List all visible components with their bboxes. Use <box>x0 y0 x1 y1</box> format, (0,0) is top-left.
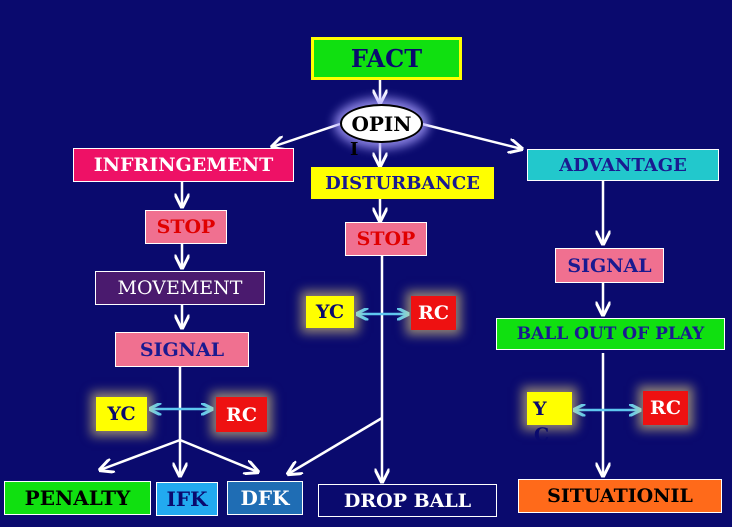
yc-right-label: Y <box>533 397 547 420</box>
signal-left-label: SIGNAL <box>139 338 225 361</box>
rc-right-box: RC <box>643 391 688 425</box>
rc-left-label: RC <box>226 403 257 426</box>
arrow-split-dfk <box>179 438 258 472</box>
stop-left-label: STOP <box>156 216 216 238</box>
situationil-box: SITUATIONIL <box>518 479 722 513</box>
rc-right-label: RC <box>650 397 681 419</box>
arrow-stop-dfk <box>288 416 383 474</box>
yc-right-overflow-text: C <box>534 424 550 446</box>
movement-label: MOVEMENT <box>117 277 243 299</box>
signal-left-box: SIGNAL <box>115 332 249 367</box>
rc-left-box: RC <box>216 397 267 432</box>
signal-right-box: SIGNAL <box>555 248 664 283</box>
opinion-overflow-text: I <box>350 139 359 160</box>
situationil-label: SITUATIONIL <box>547 485 693 507</box>
infringement-box: INFRINGEMENT <box>73 148 294 182</box>
advantage-box: ADVANTAGE <box>527 149 719 181</box>
dfk-label: DFK <box>240 486 290 510</box>
infringement-label: INFRINGEMENT <box>93 154 274 176</box>
ifk-box: IFK <box>156 482 218 516</box>
penalty-box: PENALTY <box>4 481 151 515</box>
fact-box: FACT <box>311 37 462 80</box>
ball-out-of-play-label: BALL OUT OF PLAY <box>516 324 705 344</box>
arrow-opinion-infringement <box>272 122 341 147</box>
yc-right-box: Y <box>527 392 572 425</box>
ball-out-of-play-box: BALL OUT OF PLAY <box>496 318 725 350</box>
rc-mid-box: RC <box>411 296 456 330</box>
movement-box: MOVEMENT <box>95 271 265 305</box>
opinion-oval: OPIN <box>340 104 423 143</box>
arrow-split-penalty <box>100 438 181 470</box>
opinion-label: OPIN <box>351 111 412 136</box>
stop-left-box: STOP <box>145 210 227 244</box>
drop-ball-label: DROP BALL <box>343 489 472 512</box>
stop-mid-label: STOP <box>356 228 416 250</box>
disturbance-box: DISTURBANCE <box>311 167 494 199</box>
ifk-label: IFK <box>166 487 208 511</box>
advantage-label: ADVANTAGE <box>559 154 687 176</box>
rc-mid-label: RC <box>418 302 449 324</box>
yc-mid-label: YC <box>315 301 345 323</box>
yc-left-box: YC <box>96 397 147 431</box>
yc-mid-box: YC <box>306 296 354 328</box>
stop-mid-box: STOP <box>345 222 427 256</box>
fact-label: FACT <box>350 44 423 73</box>
penalty-label: PENALTY <box>24 486 131 510</box>
signal-right-label: SIGNAL <box>567 254 652 277</box>
dfk-box: DFK <box>227 481 303 515</box>
drop-ball-box: DROP BALL <box>318 484 497 517</box>
disturbance-label: DISTURBANCE <box>325 172 480 194</box>
yc-left-label: YC <box>107 403 136 425</box>
arrow-opinion-advantage <box>421 122 522 149</box>
